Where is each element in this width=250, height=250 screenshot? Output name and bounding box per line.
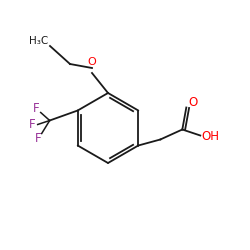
Text: H₃C: H₃C: [29, 36, 48, 46]
Text: O: O: [188, 96, 198, 109]
Text: F: F: [28, 118, 35, 131]
Text: OH: OH: [201, 130, 219, 143]
Text: F: F: [32, 102, 39, 115]
Text: F: F: [34, 132, 41, 145]
Text: O: O: [88, 57, 96, 67]
